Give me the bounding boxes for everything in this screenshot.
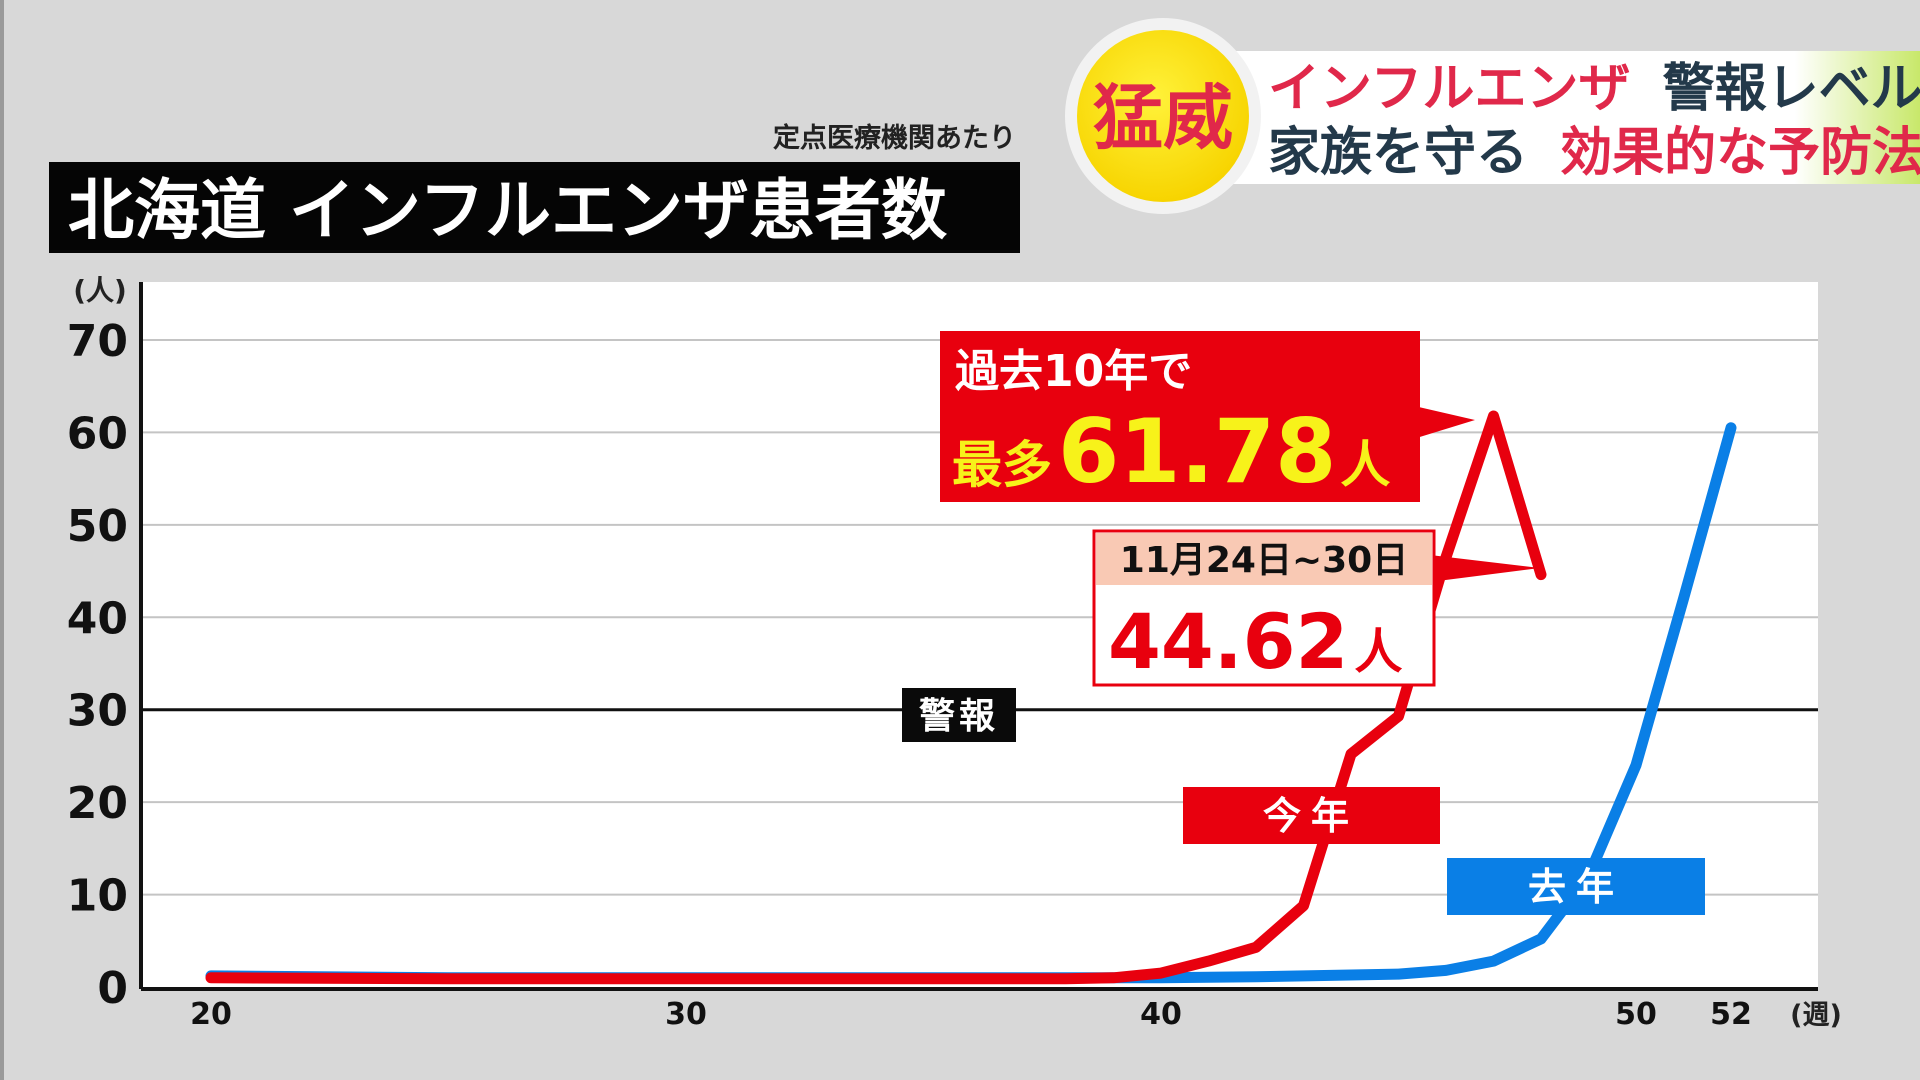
banner-line-1: インフルエンザ 警報レベル xyxy=(1268,59,1920,119)
x-tick-label: 52 xyxy=(1710,997,1752,1032)
y-tick-label: 70 xyxy=(67,316,128,367)
legend-last-year-label: 去年 xyxy=(1528,865,1624,909)
banner-badge: 猛威 xyxy=(1093,77,1233,159)
x-tick-label: 20 xyxy=(190,997,232,1032)
max-unit: 人 xyxy=(1340,436,1390,494)
latest-unit: 人 xyxy=(1354,624,1402,680)
chart-title-box: 北海道 インフルエンザ患者数 xyxy=(49,162,1020,253)
alert-level-label: 警報 xyxy=(902,688,1016,742)
banner-line1-dark: 警報レベル xyxy=(1663,59,1920,119)
left-edge xyxy=(0,0,4,1080)
chart-subtitle: 定点医療機関あたり xyxy=(773,122,1016,154)
y-axis-unit: (人) xyxy=(73,274,127,307)
latest-line: 44.62 人 xyxy=(1108,597,1402,686)
x-tick-labels: 20 30 40 50 52 xyxy=(190,997,1752,1032)
x-tick-label: 30 xyxy=(665,997,707,1032)
y-tick-labels: 0 10 20 30 40 50 60 70 xyxy=(67,316,128,1014)
alert-label-text: 警報 xyxy=(919,696,999,737)
latest-callout: 11月24日~30日 44.62 人 xyxy=(1092,529,1540,687)
latest-period: 11月24日~30日 xyxy=(1120,540,1408,581)
banner-line2-dark: 家族を守る xyxy=(1268,123,1528,183)
news-banner: 猛威 インフルエンザ 警報レベル 家族を守る 効果的な予防法 xyxy=(1065,18,1920,214)
max-prefix: 過去10年で xyxy=(955,346,1192,397)
y-tick-label: 40 xyxy=(67,593,128,644)
x-tick-label: 50 xyxy=(1615,997,1657,1032)
y-tick-label: 0 xyxy=(97,963,128,1014)
latest-value: 44.62 xyxy=(1108,597,1348,686)
legend-this-year: 今年 xyxy=(1183,787,1440,844)
legend-this-year-label: 今年 xyxy=(1263,794,1359,838)
max-line: 最多61.78人 xyxy=(952,400,1390,503)
y-tick-label: 50 xyxy=(67,501,128,552)
max-callout: 過去10年で 最多61.78人 xyxy=(940,331,1475,503)
legend-last-year: 去年 xyxy=(1447,858,1705,915)
banner-line2-red: 効果的な予防法 xyxy=(1560,123,1920,183)
y-tick-label: 30 xyxy=(67,686,128,737)
y-tick-label: 60 xyxy=(67,408,128,459)
max-label: 最多 xyxy=(952,436,1052,494)
y-tick-label: 10 xyxy=(67,871,128,922)
x-axis-unit: (週) xyxy=(1790,1000,1842,1031)
banner-line-2: 家族を守る 効果的な予防法 xyxy=(1268,123,1920,183)
chart-title: 北海道 インフルエンザ患者数 xyxy=(68,172,947,249)
y-tick-label: 20 xyxy=(67,778,128,829)
max-value: 61.78 xyxy=(1058,400,1336,503)
x-tick-label: 40 xyxy=(1140,997,1182,1032)
banner-line1-red: インフルエンザ xyxy=(1268,59,1630,119)
